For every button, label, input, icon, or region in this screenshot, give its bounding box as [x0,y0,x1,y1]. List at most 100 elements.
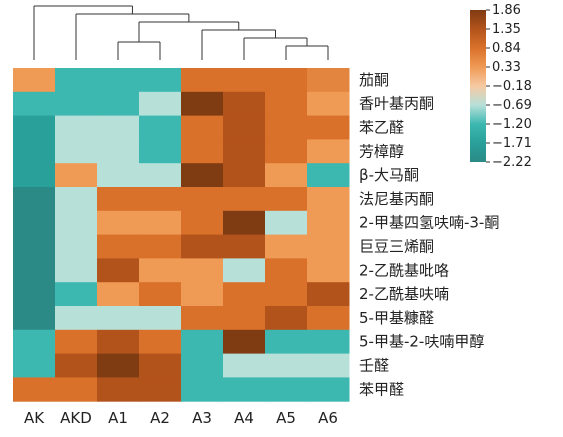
heatmap-cell [307,306,350,331]
heatmap-cell [265,68,308,93]
heatmap-cell [55,68,98,93]
heatmap-cell [181,68,224,93]
heatmap-cell [181,163,224,188]
heatmap-cell [265,115,308,140]
heatmap-cell [55,91,98,117]
heatmap-cell [97,377,140,402]
heatmap-cell [265,258,308,283]
colorbar-tick-label: −1.71 [492,136,532,151]
heatmap-cell [139,258,182,283]
heatmap-cell [97,163,140,188]
heatmap-cell [181,139,224,164]
colorbar-tick-label: −0.69 [492,98,532,113]
heatmap-cell [265,139,308,164]
heatmap-cell [13,91,56,117]
heatmap-cell [97,68,140,93]
row-label: 2-甲基四氢呋喃-3-酮 [359,214,499,232]
colorbar-tick-label: −0.18 [492,79,532,94]
colorbar: 1.86 1.35 0.84 0.33 −0.18 −0.69 −1.20 −1.71 −2.2… [470,3,532,170]
heatmap-cell [55,282,98,307]
heatmap-cell [55,353,98,378]
row-label: 5-甲基-2-呋喃甲醇 [359,333,484,351]
heatmap-cell [55,377,98,402]
heatmap-cell [139,68,182,93]
heatmap-cells [13,68,350,402]
heatmap-cell [13,377,56,402]
column-label: A6 [318,409,338,427]
row-label: 2-乙酰基呋喃 [359,285,449,303]
heatmap-cell [55,234,98,259]
heatmap-cell [97,353,140,378]
heatmap-cell [139,115,182,140]
heatmap-cell [97,139,140,164]
heatmap-cell [307,139,350,164]
row-label: 茄酮 [359,71,389,89]
heatmap-cell [181,187,224,212]
heatmap-cell [13,139,56,164]
heatmap-cell [307,353,350,378]
heatmap-cell [181,377,224,402]
column-label: AK [24,409,45,427]
heatmap-cell [307,210,350,236]
heatmap-cell [223,210,266,236]
heatmap-cell [307,115,350,140]
colorbar-tick-label: −2.22 [492,155,532,170]
colorbar-gradient [470,10,486,162]
heatmap-cell [13,187,56,212]
heatmap-cell [223,282,266,307]
row-label: 苯甲醛 [359,380,404,398]
colorbar-tick-label: 1.35 [492,22,521,37]
heatmap-cell [181,115,224,140]
heatmap-cell [13,329,56,355]
heatmap-cell [223,306,266,331]
heatmap-cell [265,282,308,307]
heatmap-cell [97,282,140,307]
column-label: A1 [108,409,128,427]
heatmap-cell [97,306,140,331]
heatmap-cell [55,115,98,140]
heatmap-cell [265,163,308,188]
heatmap-cell [265,353,308,378]
heatmap-cell [139,306,182,331]
heatmap-cell [265,234,308,259]
heatmap-cell [139,210,182,236]
heatmap-cell [307,163,350,188]
heatmap-cell [97,187,140,212]
heatmap-cell [223,258,266,283]
heatmap-cell [181,353,224,378]
row-label: 芳樟醇 [359,142,404,160]
heatmap-cell [13,163,56,188]
heatmap-cell [139,187,182,212]
heatmap-cell [55,139,98,164]
heatmap-cell [223,353,266,378]
heatmap-cell [223,139,266,164]
heatmap-cell [55,329,98,355]
heatmap-cell [55,163,98,188]
heatmap-cell [307,258,350,283]
heatmap-cell [55,210,98,236]
heatmap-cell [13,68,56,93]
heatmap-cell [181,234,224,259]
heatmap-cell [97,210,140,236]
heatmap-cell [265,210,308,236]
column-label: A3 [192,409,212,427]
heatmap-cell [139,91,182,117]
heatmap-cell [55,306,98,331]
heatmap-cell [13,258,56,283]
heatmap-cell [265,91,308,117]
row-label: 壬醛 [359,357,389,375]
heatmap-cell [139,234,182,259]
column-dendrogram [33,5,329,60]
heatmap-cell [307,68,350,93]
heatmap-cell [181,282,224,307]
row-label: 法尼基丙酮 [359,190,434,208]
heatmap-cell [223,329,266,355]
heatmap-cell [181,329,224,355]
heatmap-cell [97,329,140,355]
heatmap-cell [181,306,224,331]
colorbar-tick-label: 0.84 [492,41,521,56]
heatmap-cell [13,234,56,259]
column-label: A4 [234,409,254,427]
